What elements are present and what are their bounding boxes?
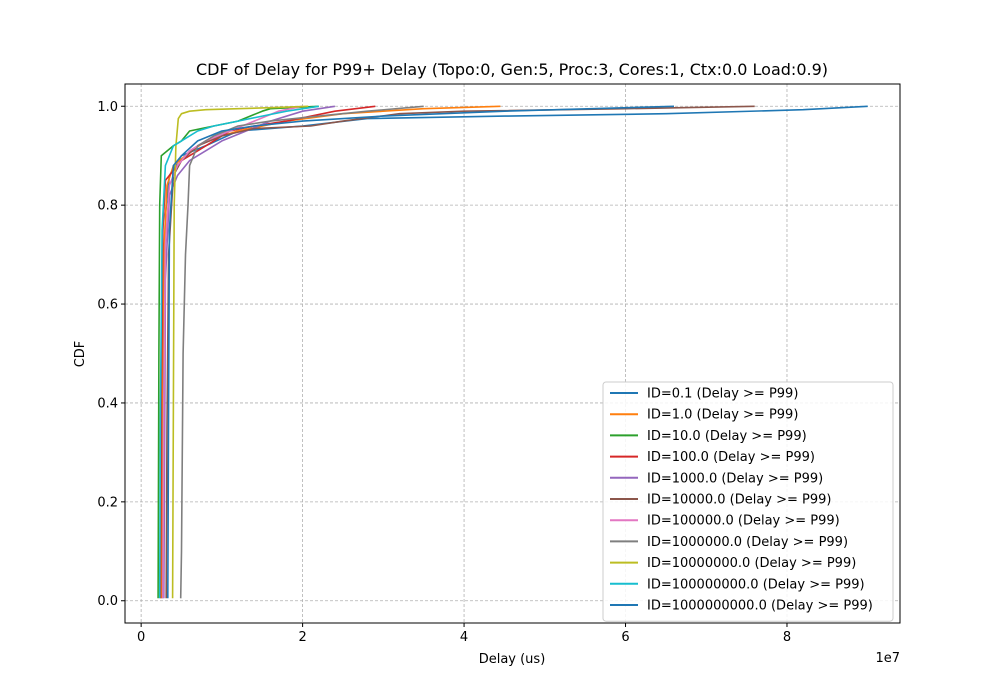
y-tick-label: 0.2 xyxy=(97,495,118,510)
legend: ID=0.1 (Delay >= P99) ID=1.0 (Delay >= P9… xyxy=(602,381,894,622)
series-line-6 xyxy=(162,105,303,599)
y-tick-label: 0.0 xyxy=(97,594,118,609)
legend-entry-label: ID=1000000.0 (Delay >= P99) xyxy=(647,535,848,550)
x-tick-label: 4 xyxy=(460,630,468,645)
legend-entry-label: ID=10000.0 (Delay >= P99) xyxy=(647,493,831,508)
legend-entry-label: ID=10000000.0 (Delay >= P99) xyxy=(647,556,856,571)
x-axis-label: Delay (us) xyxy=(479,652,546,667)
x-tick-label: 2 xyxy=(298,630,306,645)
y-tick-label: 1.0 xyxy=(97,100,118,115)
axis-ticks: 0 2 4 6 8 0.0 0.2 0.4 0.6 0.8 1.0 xyxy=(97,100,791,645)
legend-entry-label: ID=1000000000.0 (Delay >= P99) xyxy=(647,599,873,614)
x-axis-offset-label: 1e7 xyxy=(875,651,900,666)
x-tick-label: 6 xyxy=(621,630,629,645)
y-tick-label: 0.4 xyxy=(97,396,118,411)
y-axis-label: CDF xyxy=(73,341,88,368)
series-line-8 xyxy=(171,105,309,599)
legend-entry-label: ID=100.0 (Delay >= P99) xyxy=(647,450,815,465)
series-line-7 xyxy=(179,105,424,599)
x-tick-label: 8 xyxy=(783,630,791,645)
series-line-2 xyxy=(157,105,319,599)
series-line-10 xyxy=(167,105,675,599)
series-line-9 xyxy=(158,105,319,599)
legend-box xyxy=(602,381,894,622)
legend-entry-label: ID=100000000.0 (Delay >= P99) xyxy=(647,577,865,592)
legend-entry-label: ID=10.0 (Delay >= P99) xyxy=(647,429,807,444)
legend-entry-label: ID=1.0 (Delay >= P99) xyxy=(647,408,798,423)
legend-entry-label: ID=100000.0 (Delay >= P99) xyxy=(647,514,840,529)
chart-title: CDF of Delay for P99+ Delay (Topo:0, Gen… xyxy=(196,60,828,79)
legend-entry-label: ID=0.1 (Delay >= P99) xyxy=(647,387,798,402)
y-tick-label: 0.8 xyxy=(97,199,118,214)
plot-frame xyxy=(124,83,901,624)
legend-entry-label: ID=1000.0 (Delay >= P99) xyxy=(647,471,823,486)
x-tick-label: 0 xyxy=(137,630,145,645)
plot-series xyxy=(157,105,868,599)
y-tick-label: 0.6 xyxy=(97,298,118,313)
